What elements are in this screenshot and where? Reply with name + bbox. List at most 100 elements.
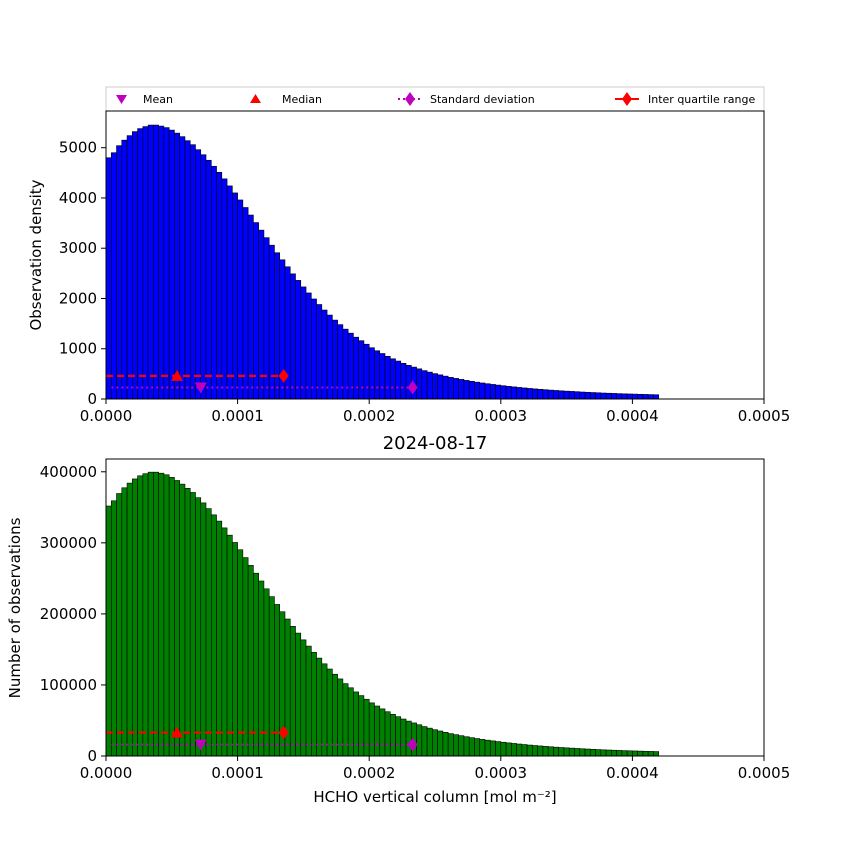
- x-tick-label: 0.0005: [738, 764, 791, 782]
- histogram-bar: [437, 374, 444, 400]
- histogram-bar: [200, 502, 207, 757]
- legend-iqr-label: Inter quartile range: [648, 93, 755, 106]
- histogram-bar: [521, 387, 528, 400]
- histogram-bar: [416, 724, 423, 757]
- count-y-ticks: 0 100000 200000 300000 400000: [40, 463, 106, 765]
- histogram-bar: [642, 750, 649, 757]
- histogram-bar: [611, 749, 617, 757]
- histogram-bar: [358, 695, 365, 757]
- median-marker: [171, 369, 184, 381]
- histogram-bar: [110, 500, 117, 757]
- histogram-bar: [516, 743, 523, 757]
- histogram-bar: [468, 737, 475, 757]
- histogram-bar: [132, 478, 138, 757]
- count-axes-frame: [105, 458, 765, 757]
- histogram-bar: [495, 384, 502, 400]
- y-tick-label: 3000: [59, 239, 97, 257]
- histogram-bar: [374, 705, 381, 757]
- histogram-bar: [147, 124, 154, 400]
- histogram-bar: [426, 371, 433, 400]
- histogram-bar: [226, 534, 233, 757]
- legend-mean-label: Mean: [143, 93, 173, 106]
- histogram-bar: [210, 514, 217, 757]
- histogram-bar: [142, 126, 149, 400]
- histogram-bar: [195, 149, 202, 400]
- histogram-bar: [379, 708, 386, 757]
- histogram-bar: [589, 392, 596, 400]
- histogram-bar: [474, 738, 481, 757]
- y-tick-label: 300000: [40, 534, 97, 552]
- histogram-bar: [626, 750, 633, 757]
- histogram-bar: [526, 388, 533, 400]
- histogram-bar: [432, 373, 438, 400]
- histogram-bar: [168, 129, 175, 400]
- iqr-marker: [278, 368, 289, 383]
- histogram-bar: [253, 572, 259, 757]
- histogram-bar: [447, 377, 454, 400]
- histogram-bar: [121, 139, 128, 400]
- histogram-bar: [226, 185, 233, 400]
- histogram-bar: [511, 386, 517, 400]
- histogram-bar: [621, 393, 628, 400]
- histogram-bar: [542, 389, 549, 400]
- histogram-bar: [595, 392, 602, 400]
- histogram-bar: [205, 508, 212, 757]
- histogram-bar: [321, 663, 328, 757]
- histogram-bar: [237, 199, 244, 400]
- histogram-bar: [542, 746, 549, 757]
- histogram-bar: [316, 304, 323, 400]
- histogram-bar: [637, 750, 644, 757]
- x-tick-label: 0.0004: [606, 764, 659, 782]
- count-y-axis-label: Number of observations: [6, 517, 24, 698]
- histogram-bar: [189, 492, 196, 757]
- histogram-bar: [253, 222, 259, 400]
- histogram-bar: [458, 735, 465, 757]
- legend-frame: [105, 86, 765, 112]
- histogram-bar: [426, 727, 433, 757]
- histogram-bar: [442, 375, 449, 400]
- x-tick-label: 0.0003: [475, 764, 528, 782]
- histogram-bar: [310, 298, 317, 400]
- histogram-bar: [484, 383, 491, 400]
- histogram-bar: [116, 493, 123, 757]
- histogram-bar: [479, 739, 486, 757]
- histogram-bar: [163, 474, 170, 757]
- histogram-bar: [353, 691, 359, 757]
- histogram-bar: [247, 565, 254, 757]
- density-panel: 0.0000 0.0001 0.0002 0.0003 0.0004 0.0005 0 10…: [27, 110, 790, 425]
- histogram-bar: [195, 497, 202, 757]
- legend-std-marker: [405, 92, 415, 106]
- legend-iqr-marker: [622, 92, 632, 106]
- histogram-bar: [310, 652, 317, 757]
- median-marker: [171, 726, 184, 738]
- y-tick-label: 2000: [59, 289, 97, 307]
- y-tick-label: 0: [87, 747, 97, 765]
- histogram-bar: [537, 745, 544, 757]
- histogram-bar: [389, 358, 396, 400]
- histogram-bar: [389, 714, 396, 757]
- histogram-bar: [316, 657, 323, 757]
- histogram-bar: [589, 748, 596, 757]
- count-stat-markers: [106, 725, 418, 752]
- histogram-bar: [384, 355, 391, 400]
- count-bars: [105, 471, 660, 757]
- histogram-bar: [553, 390, 560, 400]
- histogram-bar: [600, 749, 607, 757]
- histogram-bar: [647, 751, 654, 757]
- mean-marker: [194, 739, 207, 751]
- std-marker: [407, 737, 418, 752]
- histogram-bar: [484, 739, 491, 757]
- histogram-bar: [374, 350, 381, 400]
- histogram-bar: [537, 388, 544, 400]
- histogram-bar: [553, 746, 560, 757]
- histogram-bar: [326, 314, 333, 400]
- histogram-bar: [358, 340, 365, 400]
- histogram-bar: [453, 734, 459, 757]
- histogram-bar: [242, 557, 249, 757]
- histogram-bar: [347, 687, 354, 757]
- histogram-bar: [395, 716, 402, 757]
- histogram-bar: [632, 750, 638, 757]
- histogram-bar: [479, 382, 486, 400]
- y-tick-label: 400000: [40, 463, 97, 481]
